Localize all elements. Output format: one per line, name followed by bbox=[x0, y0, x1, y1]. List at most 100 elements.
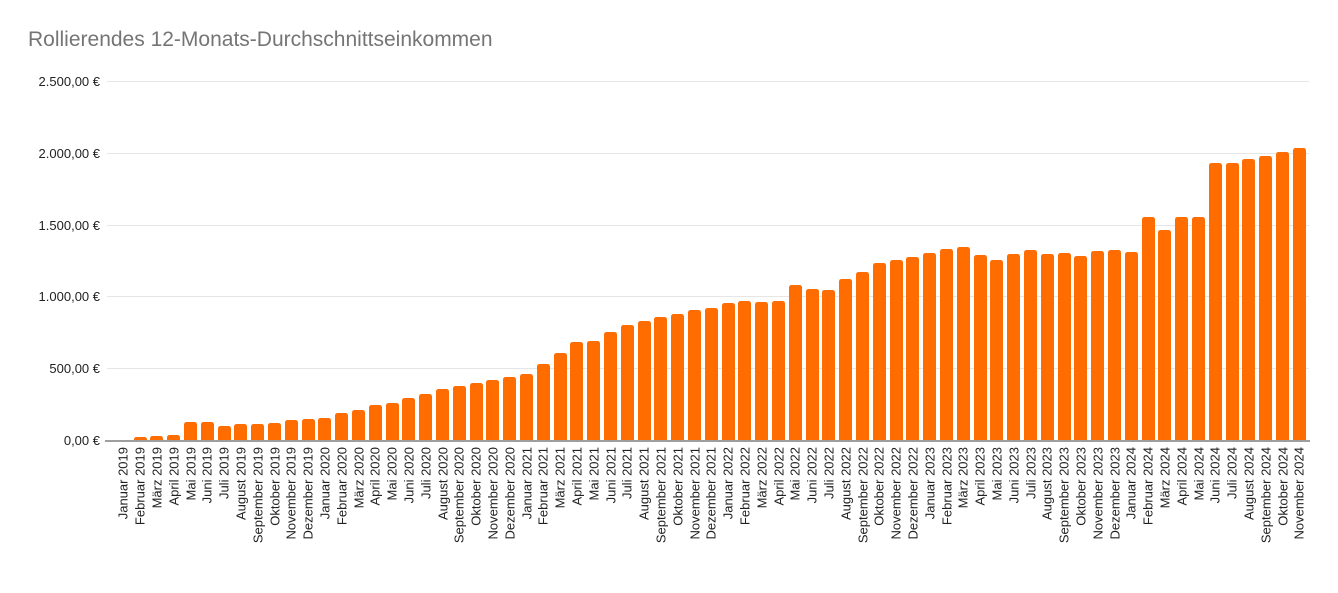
bar bbox=[1007, 253, 1021, 440]
x-tick-label: Juli 2024 bbox=[1224, 447, 1240, 500]
bar bbox=[1124, 251, 1138, 440]
y-tick-label: 0,00 € bbox=[63, 433, 100, 448]
bar bbox=[1276, 152, 1289, 440]
x-tick-label: April 2024 bbox=[1174, 447, 1190, 506]
x-tick-label: Januar 2024 bbox=[1123, 447, 1139, 520]
x-tick-label: März 2020 bbox=[351, 447, 366, 509]
bar bbox=[755, 302, 769, 440]
bar bbox=[1208, 163, 1222, 440]
bar bbox=[268, 422, 281, 440]
x-tick-label: September 2024 bbox=[1258, 447, 1274, 544]
bar bbox=[200, 421, 214, 440]
x-tick-label: Oktober 2023 bbox=[1073, 447, 1089, 526]
x-tick-label: Januar 2020 bbox=[317, 447, 333, 520]
bar bbox=[822, 289, 836, 440]
x-tick-label: Mai 2023 bbox=[989, 447, 1005, 501]
x-tick-label: April 2021 bbox=[569, 447, 585, 506]
bar bbox=[133, 437, 147, 440]
x-tick-label: März 2019 bbox=[149, 447, 165, 509]
x-tick-label: Oktober 2019 bbox=[267, 447, 282, 526]
bar bbox=[1225, 162, 1239, 440]
bar bbox=[906, 257, 920, 440]
x-tick-label: Oktober 2024 bbox=[1275, 447, 1290, 526]
x-tick-label: Mai 2019 bbox=[183, 447, 198, 501]
x-tick-label: Februar 2022 bbox=[737, 447, 753, 526]
gridline bbox=[107, 224, 1309, 226]
x-tick-label: August 2020 bbox=[435, 447, 450, 521]
bar bbox=[1259, 156, 1273, 440]
x-tick-label: Mai 2024 bbox=[1191, 447, 1206, 501]
bar bbox=[604, 331, 617, 440]
x-tick-label: September 2020 bbox=[451, 447, 467, 544]
bar bbox=[872, 263, 886, 440]
x-tick-label: Juli 2021 bbox=[619, 447, 635, 500]
x-tick-label: Oktober 2022 bbox=[871, 447, 887, 526]
bar bbox=[150, 436, 164, 440]
chart-title: Rollierendes 12-Monats-Durchschnittseink… bbox=[28, 28, 493, 51]
bar bbox=[335, 413, 349, 440]
x-tick-label: Juli 2023 bbox=[1023, 447, 1038, 500]
bar bbox=[990, 259, 1004, 440]
gridline bbox=[107, 152, 1309, 154]
x-tick-label: April 2022 bbox=[771, 447, 786, 506]
bar bbox=[1057, 252, 1071, 440]
y-tick-label: 1.500,00 € bbox=[38, 217, 100, 233]
x-tick-label: Oktober 2020 bbox=[468, 447, 484, 526]
bar bbox=[973, 254, 987, 440]
bar bbox=[368, 404, 382, 440]
x-tick-label: März 2021 bbox=[552, 447, 568, 509]
bar bbox=[721, 302, 735, 440]
x-tick-label: März 2023 bbox=[955, 447, 971, 509]
x-tick-label: November 2020 bbox=[485, 447, 501, 540]
bar bbox=[553, 353, 567, 440]
x-tick-label: Juni 2019 bbox=[199, 447, 215, 504]
x-tick-label: November 2019 bbox=[283, 447, 299, 540]
bar bbox=[1108, 249, 1121, 440]
bar bbox=[839, 279, 853, 440]
x-tick-label: September 2019 bbox=[250, 447, 266, 544]
bar bbox=[452, 385, 466, 440]
bar bbox=[251, 423, 265, 440]
bar bbox=[184, 422, 197, 440]
bar bbox=[704, 307, 718, 440]
x-tick-label: August 2024 bbox=[1241, 447, 1257, 521]
bar bbox=[1024, 250, 1037, 440]
x-tick-label: August 2021 bbox=[636, 447, 652, 521]
bar bbox=[671, 314, 685, 440]
bar bbox=[788, 285, 802, 440]
bar bbox=[503, 377, 517, 440]
bar bbox=[587, 340, 601, 440]
bar bbox=[469, 383, 483, 440]
bar bbox=[889, 260, 903, 440]
bar bbox=[940, 249, 953, 440]
gridline bbox=[107, 296, 1309, 298]
bar bbox=[301, 418, 315, 440]
bar bbox=[1175, 217, 1189, 440]
x-tick-label: Februar 2019 bbox=[132, 447, 148, 526]
bar bbox=[520, 373, 533, 440]
x-axis-baseline bbox=[105, 440, 1310, 442]
bar bbox=[1158, 229, 1172, 440]
bar bbox=[1040, 253, 1054, 440]
x-tick-label: Mai 2020 bbox=[384, 447, 400, 501]
x-tick-label: Dezember 2022 bbox=[905, 447, 921, 540]
x-tick-label: Mai 2022 bbox=[787, 447, 803, 501]
bar bbox=[772, 300, 785, 440]
x-tick-label: Oktober 2021 bbox=[670, 447, 686, 526]
bar bbox=[234, 424, 248, 440]
bar bbox=[1141, 217, 1155, 440]
x-tick-label: Mai 2021 bbox=[586, 447, 602, 501]
x-tick-label: November 2022 bbox=[888, 447, 904, 540]
x-tick-label: Februar 2023 bbox=[939, 447, 954, 526]
x-tick-label: Februar 2021 bbox=[535, 447, 551, 526]
bar bbox=[402, 398, 416, 440]
bar bbox=[856, 271, 869, 440]
x-tick-label: November 2021 bbox=[687, 447, 702, 540]
x-tick-label: Dezember 2019 bbox=[300, 447, 316, 540]
bar bbox=[1091, 250, 1105, 440]
bar bbox=[436, 389, 449, 440]
x-tick-label: September 2023 bbox=[1056, 447, 1072, 544]
bar bbox=[1292, 148, 1306, 440]
